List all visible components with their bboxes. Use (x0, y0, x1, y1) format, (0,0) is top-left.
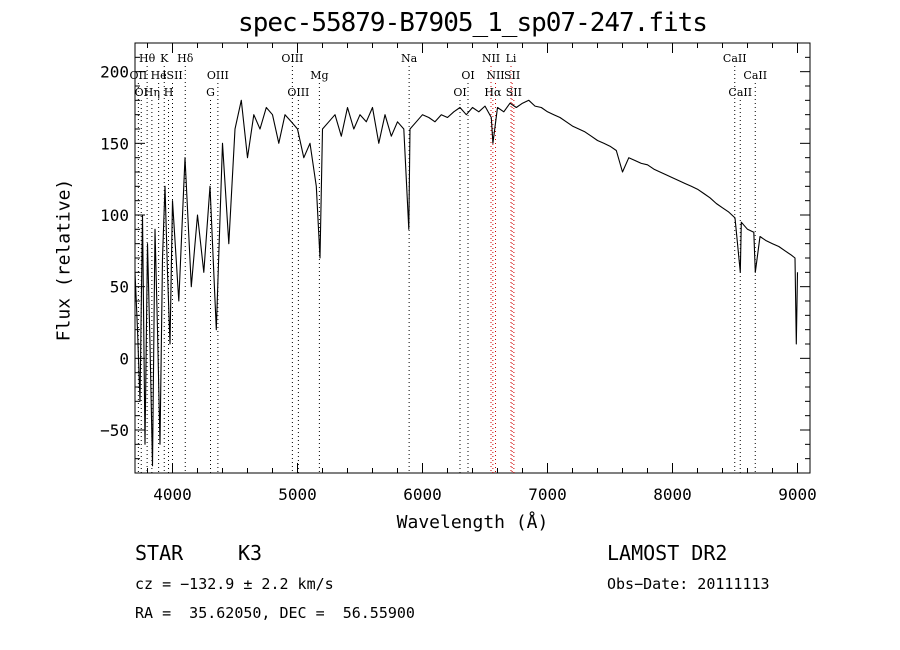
survey-label: LAMOST DR2 (607, 541, 728, 565)
object-class: STAR (135, 541, 184, 565)
line-marker-label-8: OII (130, 69, 148, 82)
chart-title: spec-55879-B7905_1_sp07-247.fits (238, 8, 708, 38)
line-marker-label-17: OI (135, 86, 148, 99)
line-marker-label-3: OIII (281, 52, 303, 65)
x-tick-label-5: 9000 (778, 485, 817, 504)
line-marker-label-20: G (206, 86, 215, 99)
line-marker-label-11: OIII (207, 69, 229, 82)
y-tick-label-1: 0 (119, 349, 129, 368)
obs-date-text: Obs−Date: 20111113 (607, 575, 770, 593)
x-tick-label-4: 8000 (653, 485, 692, 504)
line-marker-label-22: OI (453, 86, 466, 99)
line-marker-label-23: Hα (484, 86, 502, 99)
line-marker-label-7: CaII (723, 52, 747, 65)
line-marker-label-1: K (160, 52, 169, 65)
line-marker-label-9: He (151, 69, 167, 82)
line-marker-label-0: Hθ (139, 52, 156, 65)
line-marker-label-4: Na (401, 52, 418, 65)
line-marker-label-10: ISII (162, 69, 183, 82)
line-marker-label-6: Li (506, 52, 517, 65)
line-marker-label-13: OI (461, 69, 474, 82)
line-marker-label-18: Hη (144, 86, 160, 99)
line-marker-label-12: Mg (310, 69, 328, 82)
axis-ticks: 4000 5000 6000 7000 8000 9000 −50 0 50 100 150 200 (100, 43, 817, 504)
spectrum-line-0 (134, 99, 799, 467)
y-tick-label-4: 150 (100, 134, 129, 153)
line-marker-label-21: OIII (287, 86, 309, 99)
y-tick-label-0: −50 (100, 421, 129, 440)
line-marker-label-19: H (164, 86, 174, 99)
line-marker-label-24: SII (506, 86, 522, 99)
line-marker-label-15: SII (504, 69, 520, 82)
redshift-text: cz = −132.9 ± 2.2 km/s (135, 575, 334, 593)
line-marker-label-5: NII (482, 52, 500, 65)
y-tick-label-3: 100 (100, 206, 129, 225)
coordinates-text: RA = 35.62050, DEC = 56.55900 (135, 604, 415, 622)
x-tick-label-2: 6000 (403, 485, 442, 504)
y-axis-label: Flux (relative) (53, 178, 75, 342)
x-axis-label: Wavelength (Å) (396, 512, 549, 533)
x-tick-label-1: 5000 (278, 485, 317, 504)
line-marker-label-14: NII (486, 69, 504, 82)
y-tick-label-5: 200 (100, 63, 129, 82)
line-marker-label-2: Hδ (177, 52, 194, 65)
series-group (134, 99, 799, 467)
object-subclass: K3 (238, 541, 263, 565)
line-marker-label-16: CaII (743, 69, 767, 82)
x-tick-label-3: 7000 (528, 485, 567, 504)
line-marker-label-25: CaII (728, 86, 752, 99)
y-tick-label-2: 50 (110, 278, 129, 297)
x-tick-label-0: 4000 (153, 485, 192, 504)
